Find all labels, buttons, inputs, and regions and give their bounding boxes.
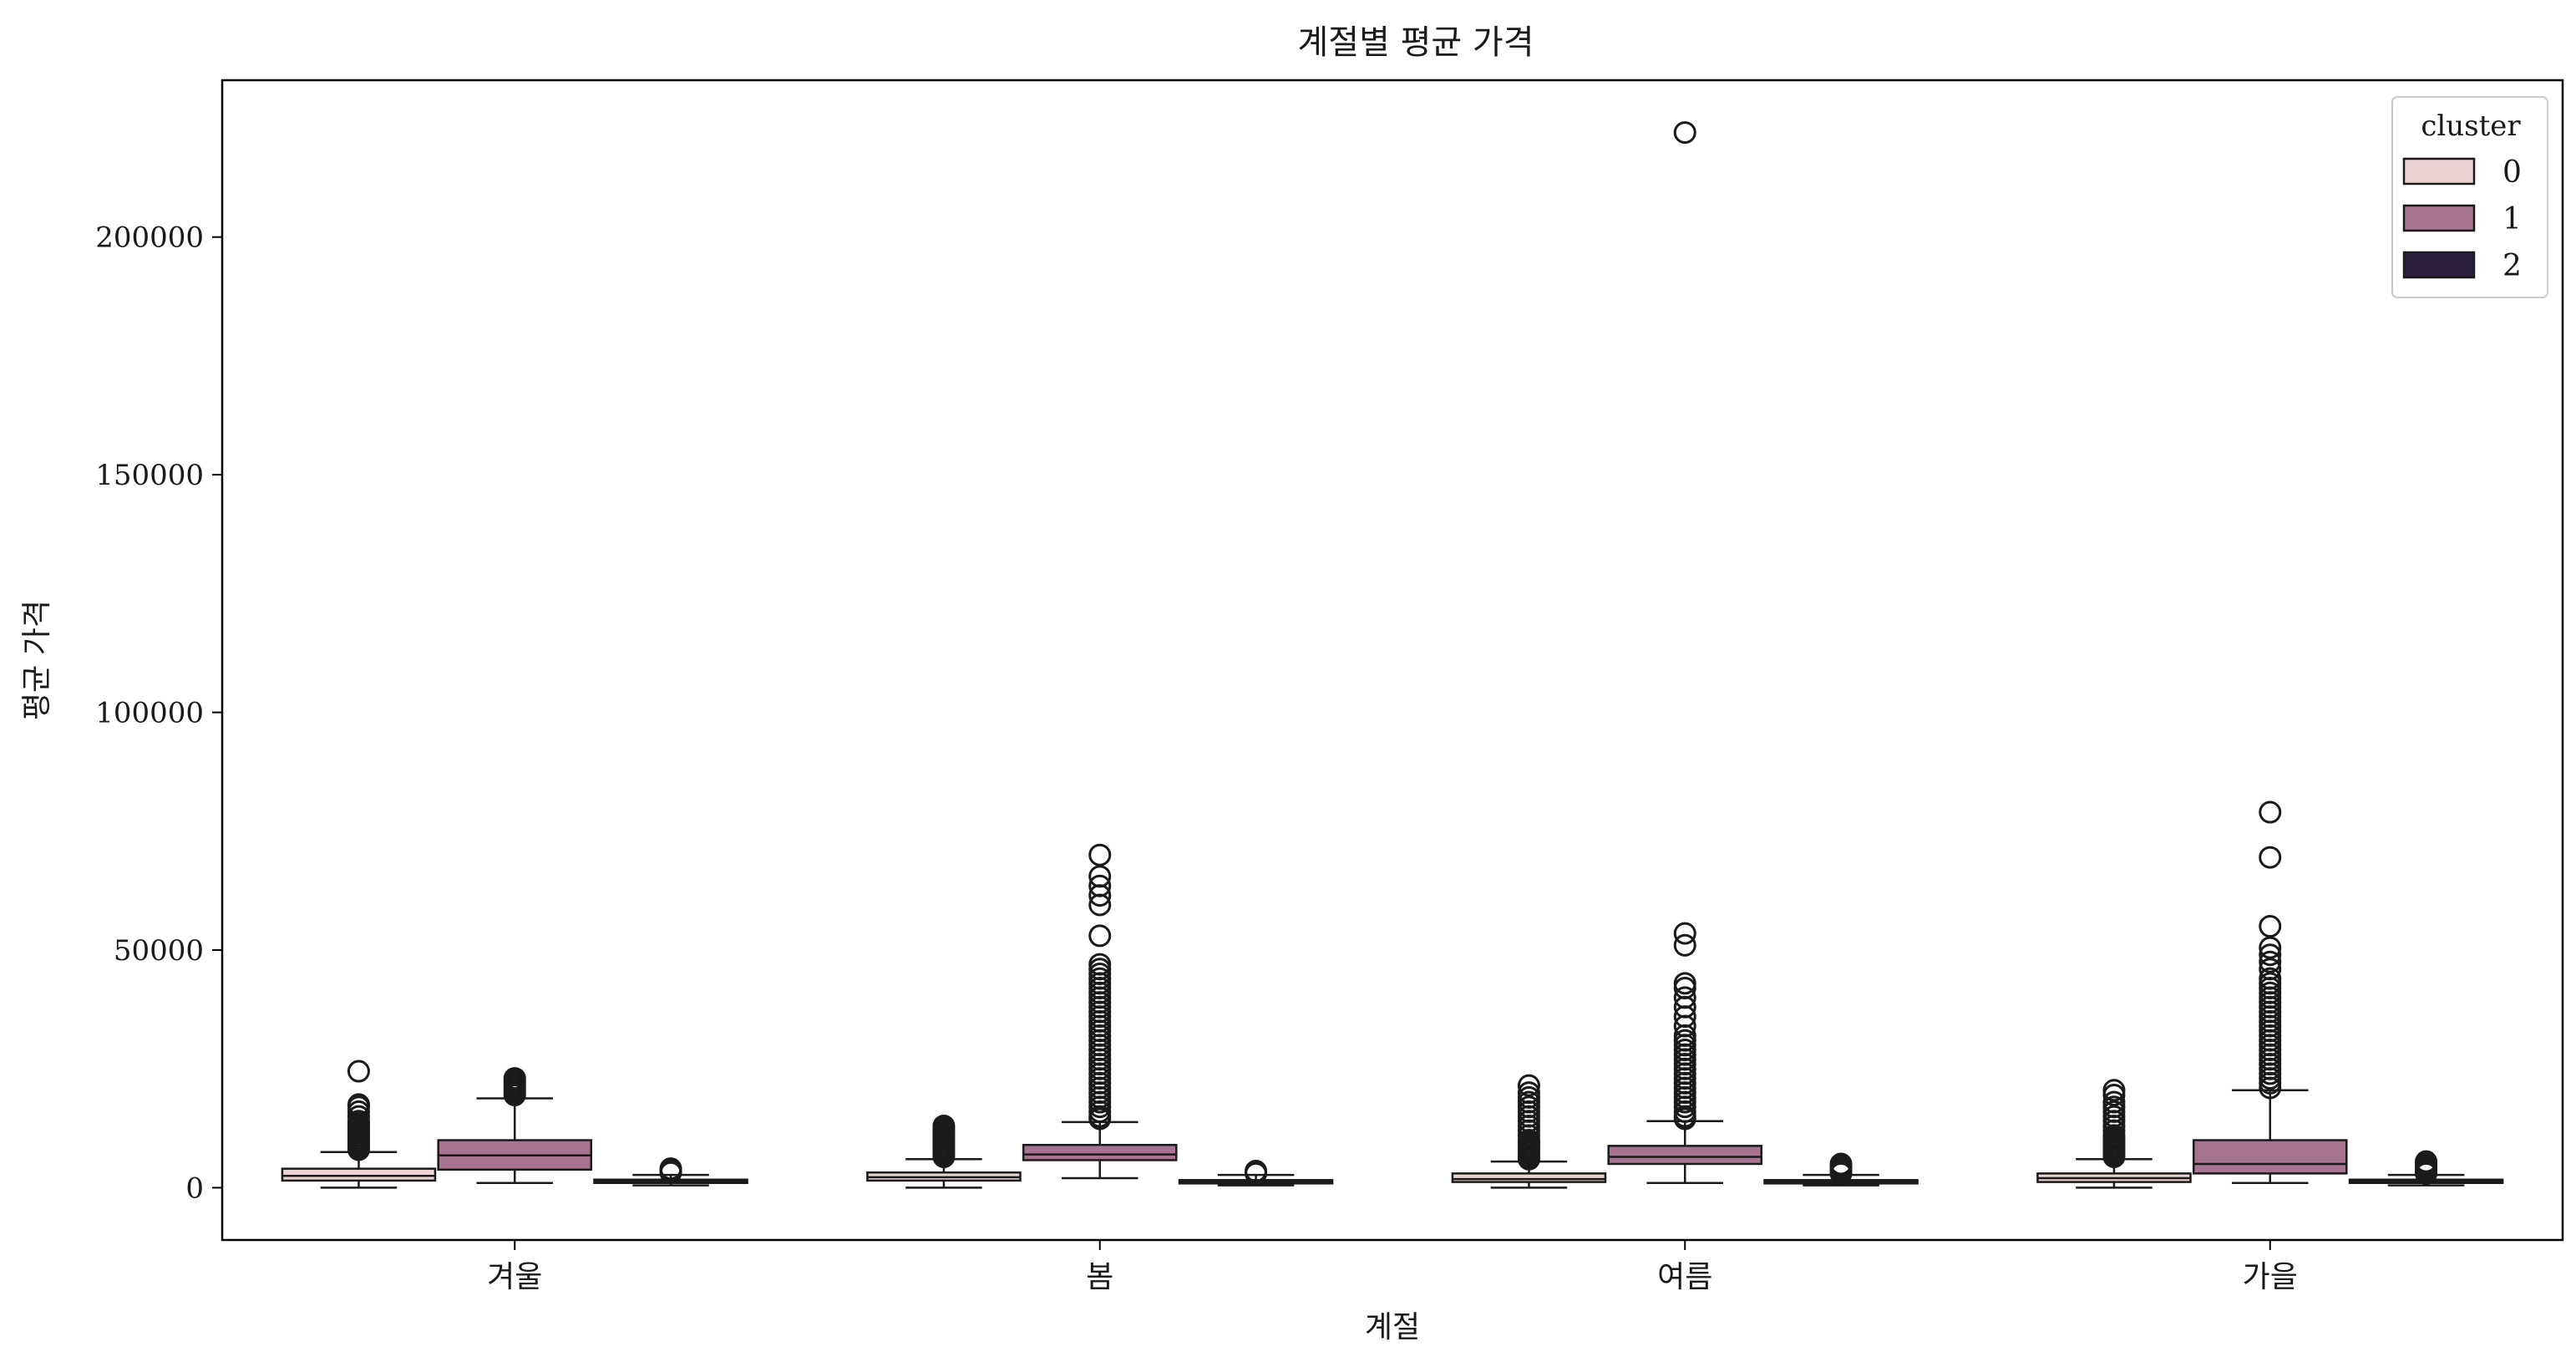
plot-area [281,121,2504,1189]
outlier-point [2102,1090,2126,1114]
outlier-point [2415,1150,2438,1173]
outlier-point [1517,1074,1540,1097]
legend-frame [2391,96,2548,298]
outlier-point [1673,986,1696,1009]
outlier-point [2259,967,2282,990]
box-겨울-cluster-2 [593,1157,748,1187]
outlier-point [2259,846,2282,869]
box-봄-cluster-1 [1022,843,1178,1180]
legend-swatch [2402,204,2476,232]
outlier-point [2259,915,2282,938]
outlier-point [1673,972,1696,995]
box-여름-cluster-0 [1451,1074,1607,1189]
legend-label: 0 [2502,155,2522,190]
outlier-point [1088,865,1112,888]
legend-label: 2 [2502,249,2522,283]
iqr-box [2192,1139,2348,1175]
outlier-point [659,1157,682,1181]
box-여름-cluster-2 [1763,1152,1919,1187]
series-0 [281,1060,2192,1189]
legend: cluster 0 1 2 [2391,96,2548,298]
y-tick-label: 150000 [95,459,204,492]
box-봄-cluster-0 [866,1114,1022,1189]
y-tick-label: 50000 [114,934,204,968]
chart-title: 계절별 평균 가격 [1297,23,1534,62]
legend-swatch [2402,251,2476,279]
iqr-box [1607,1145,1763,1166]
box-가을-cluster-1 [2192,800,2348,1184]
x-axis-label: 계절 [1365,1310,1420,1344]
legend-swatch [2402,157,2476,185]
box-겨울-cluster-0 [281,1060,437,1189]
outlier-point [347,1093,370,1116]
outlier-point [2259,943,2282,967]
outlier-point [1517,1081,1540,1105]
outlier-point [1088,874,1112,897]
x-tick-label: 겨울 [487,1260,542,1294]
box-가을-cluster-0 [2036,1079,2192,1189]
legend-item-2: 2 [2402,249,2522,283]
outlier-point [1088,924,1112,948]
outlier-point [932,1114,956,1137]
box-여름-cluster-1 [1607,121,1763,1184]
plot-frame [221,79,2564,1242]
outlier-point [347,1060,370,1083]
outlier-point [2259,936,2282,959]
outlier-point [1088,953,1112,976]
box-봄-cluster-2 [1178,1160,1334,1187]
outlier-point [2259,800,2282,824]
outlier-point [1673,922,1696,945]
legend-item-0: 0 [2402,155,2522,190]
x-axis: 겨울 봄 여름 가을 [487,1240,2298,1294]
legend-title: cluster [2421,109,2521,143]
iqr-box [1022,1143,1178,1161]
y-axis: 0 50000 100000 150000 200000 [95,221,222,1205]
series-2 [593,1150,2504,1187]
outlier-point [1673,121,1696,145]
box-가을-cluster-2 [2348,1150,2504,1187]
y-tick-label: 0 [185,1171,204,1205]
iqr-box [281,1167,437,1182]
y-axis-label: 평균 가격 [20,600,54,720]
y-tick-label: 200000 [95,221,204,255]
outlier-point [503,1067,526,1090]
legend-items: 0 1 2 [2402,155,2522,283]
outlier-point [1088,843,1112,866]
outlier-point [1829,1152,1853,1176]
x-tick-label: 여름 [1657,1260,1712,1294]
x-tick-label: 가을 [2243,1260,2298,1294]
outlier-point [2259,950,2282,973]
y-tick-label: 100000 [95,697,204,730]
x-tick-label: 봄 [1086,1260,1113,1294]
outlier-point [2259,958,2282,981]
legend-label: 1 [2502,202,2522,236]
series-1 [437,121,2348,1184]
outlier-point [2102,1079,2126,1102]
iqr-box [1451,1172,1607,1183]
box-겨울-cluster-1 [437,1067,593,1184]
legend-item-1: 1 [2402,202,2522,236]
outlier-point [1673,933,1696,957]
outlier-point [1245,1160,1268,1183]
